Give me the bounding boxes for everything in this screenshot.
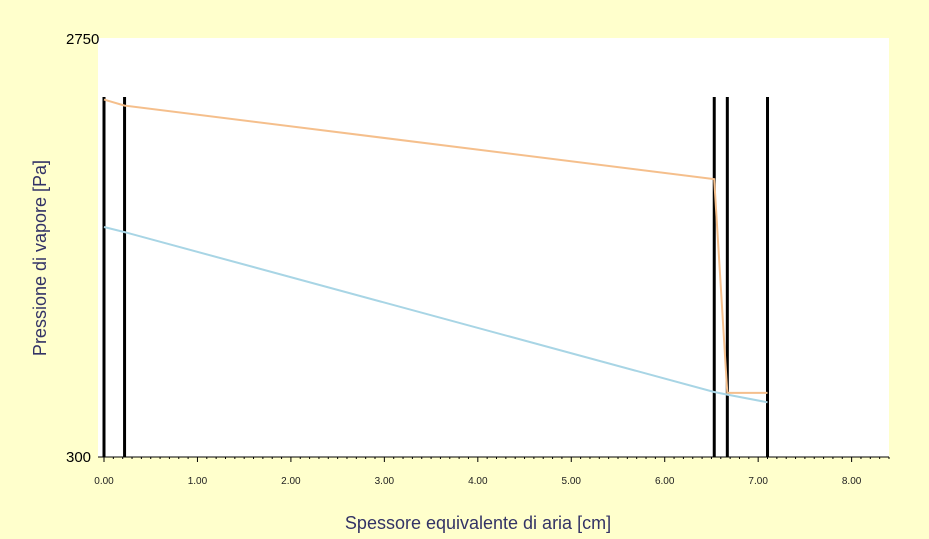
x-tick-label: 2.00 xyxy=(281,476,301,487)
x-tick-label: 3.00 xyxy=(375,476,395,487)
y-max-label: 2750 xyxy=(66,31,99,48)
y-min-label: 300 xyxy=(66,449,91,466)
x-tick-label: 6.00 xyxy=(655,476,675,487)
series-layer xyxy=(103,98,768,404)
layer-boundaries xyxy=(102,97,770,457)
x-tick-label: 8.00 xyxy=(842,476,862,487)
x-tick-label: 1.00 xyxy=(188,476,208,487)
x-axis-ticks: 0.00 1.00 2.00 3.00 4.00 5.00 6.00 7.00 8.00 xyxy=(94,457,890,487)
series-line-2 xyxy=(103,226,768,404)
x-axis-title: Spessore equivalente di aria [cm] xyxy=(345,513,611,533)
x-tick-label: 0.00 xyxy=(94,476,114,487)
x-tick-label: 4.00 xyxy=(468,476,488,487)
y-axis-title: Pressione di vapore [Pa] xyxy=(30,160,50,356)
series-line-1 xyxy=(103,98,768,394)
x-tick-label: 5.00 xyxy=(562,476,582,487)
plot-area xyxy=(98,38,889,457)
x-tick-label: 7.00 xyxy=(748,476,768,487)
